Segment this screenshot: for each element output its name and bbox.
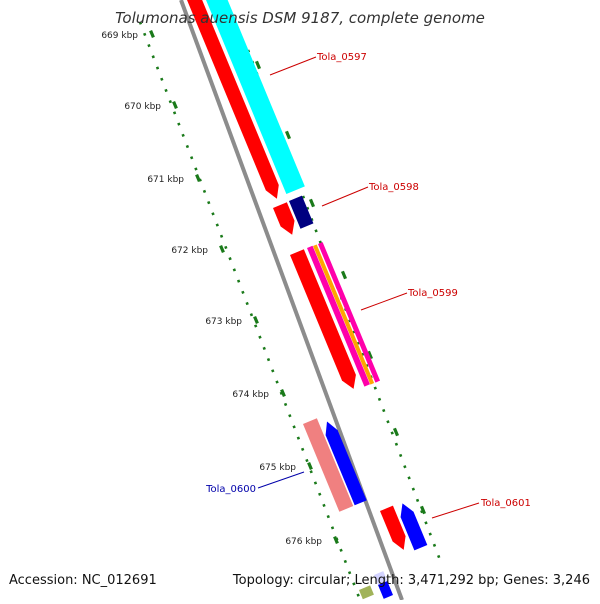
gene-label[interactable]: Tola_0597 [316,52,367,63]
ruler-tick-outer [340,270,348,280]
ruler-tick-outer [284,130,292,140]
ruler-tick [195,173,201,183]
ruler-tick [253,315,259,325]
gene-label[interactable]: Tola_0601 [480,498,531,509]
gene-label[interactable]: Tola_0599 [407,288,458,299]
ruler-tick [149,29,155,39]
cds-arrow-tola-0601-b[interactable] [400,503,428,551]
ruler-tick-label: 670 kbp [124,102,161,112]
cds-arrow-tola-0598[interactable] [273,202,295,235]
ruler-tick-label: 672 kbp [171,246,208,256]
cds-arrow-tola-0599[interactable] [290,249,356,389]
feature-bar-tola-0599-a[interactable] [307,245,370,387]
gene-label-leader [360,292,408,311]
ruler-tick-outer [392,427,400,437]
feature-bar-tola-0599-b[interactable] [313,244,375,385]
gene-label[interactable]: Tola_0600 [205,484,256,495]
gene-label-leader [269,56,317,76]
genome-title: Tolumonas auensis DSM 9187, complete gen… [115,9,485,27]
gene-label[interactable]: Tola_0598 [368,182,419,193]
ruler-tick-outer [308,198,316,208]
ruler-tick-label: 669 kbp [101,31,138,41]
ruler-tick-label: 673 kbp [205,317,242,327]
gene-label-leader [257,471,305,489]
ruler-tick-outer [254,60,262,70]
ruler-tick-label: 671 kbp [147,175,184,185]
cds-arrow-tola-0597[interactable] [187,0,279,199]
ruler-tick [307,461,313,471]
genome-backbone [179,0,404,601]
ruler-tick [172,100,178,110]
feature-bar-tola-0598[interactable] [289,195,314,229]
gene-label-layer: Tola_0597 Tola_0598 Tola_0599 Tola_0600 Tola… [205,52,531,519]
ruler-tick-outer [419,505,427,515]
ruler-tick [333,535,339,545]
feature-bar-tola-0597[interactable] [206,0,305,195]
feature-bar-tola-0599-c[interactable] [318,242,381,383]
ruler-tick-label: 676 kbp [285,537,322,547]
feature-bar-tola-0600[interactable] [303,418,354,512]
genome-info-text: Topology: circular; Length: 3,471,292 bp… [232,573,590,588]
ruler-tick [219,244,225,254]
ruler-tick [280,388,286,398]
accession-text: Accession: NC_012691 [9,573,157,588]
ruler-tick-outer [366,350,374,360]
ruler-tick-label: 675 kbp [259,463,296,473]
cds-arrow-tola-0601[interactable] [380,505,406,550]
cds-arrow-tola-0600[interactable] [325,421,367,506]
feature-track [179,0,428,601]
ruler-track: 669 kbp 670 kbp 671 kbp 672 kbp 673 kbp 674 k… [101,21,442,601]
gene-label-leader [321,186,369,207]
ruler-tick-label: 674 kbp [232,390,269,400]
gene-label-leader [431,502,480,519]
feature-bar-partial[interactable] [359,585,374,600]
feature-bar-partial-c[interactable] [378,581,393,599]
